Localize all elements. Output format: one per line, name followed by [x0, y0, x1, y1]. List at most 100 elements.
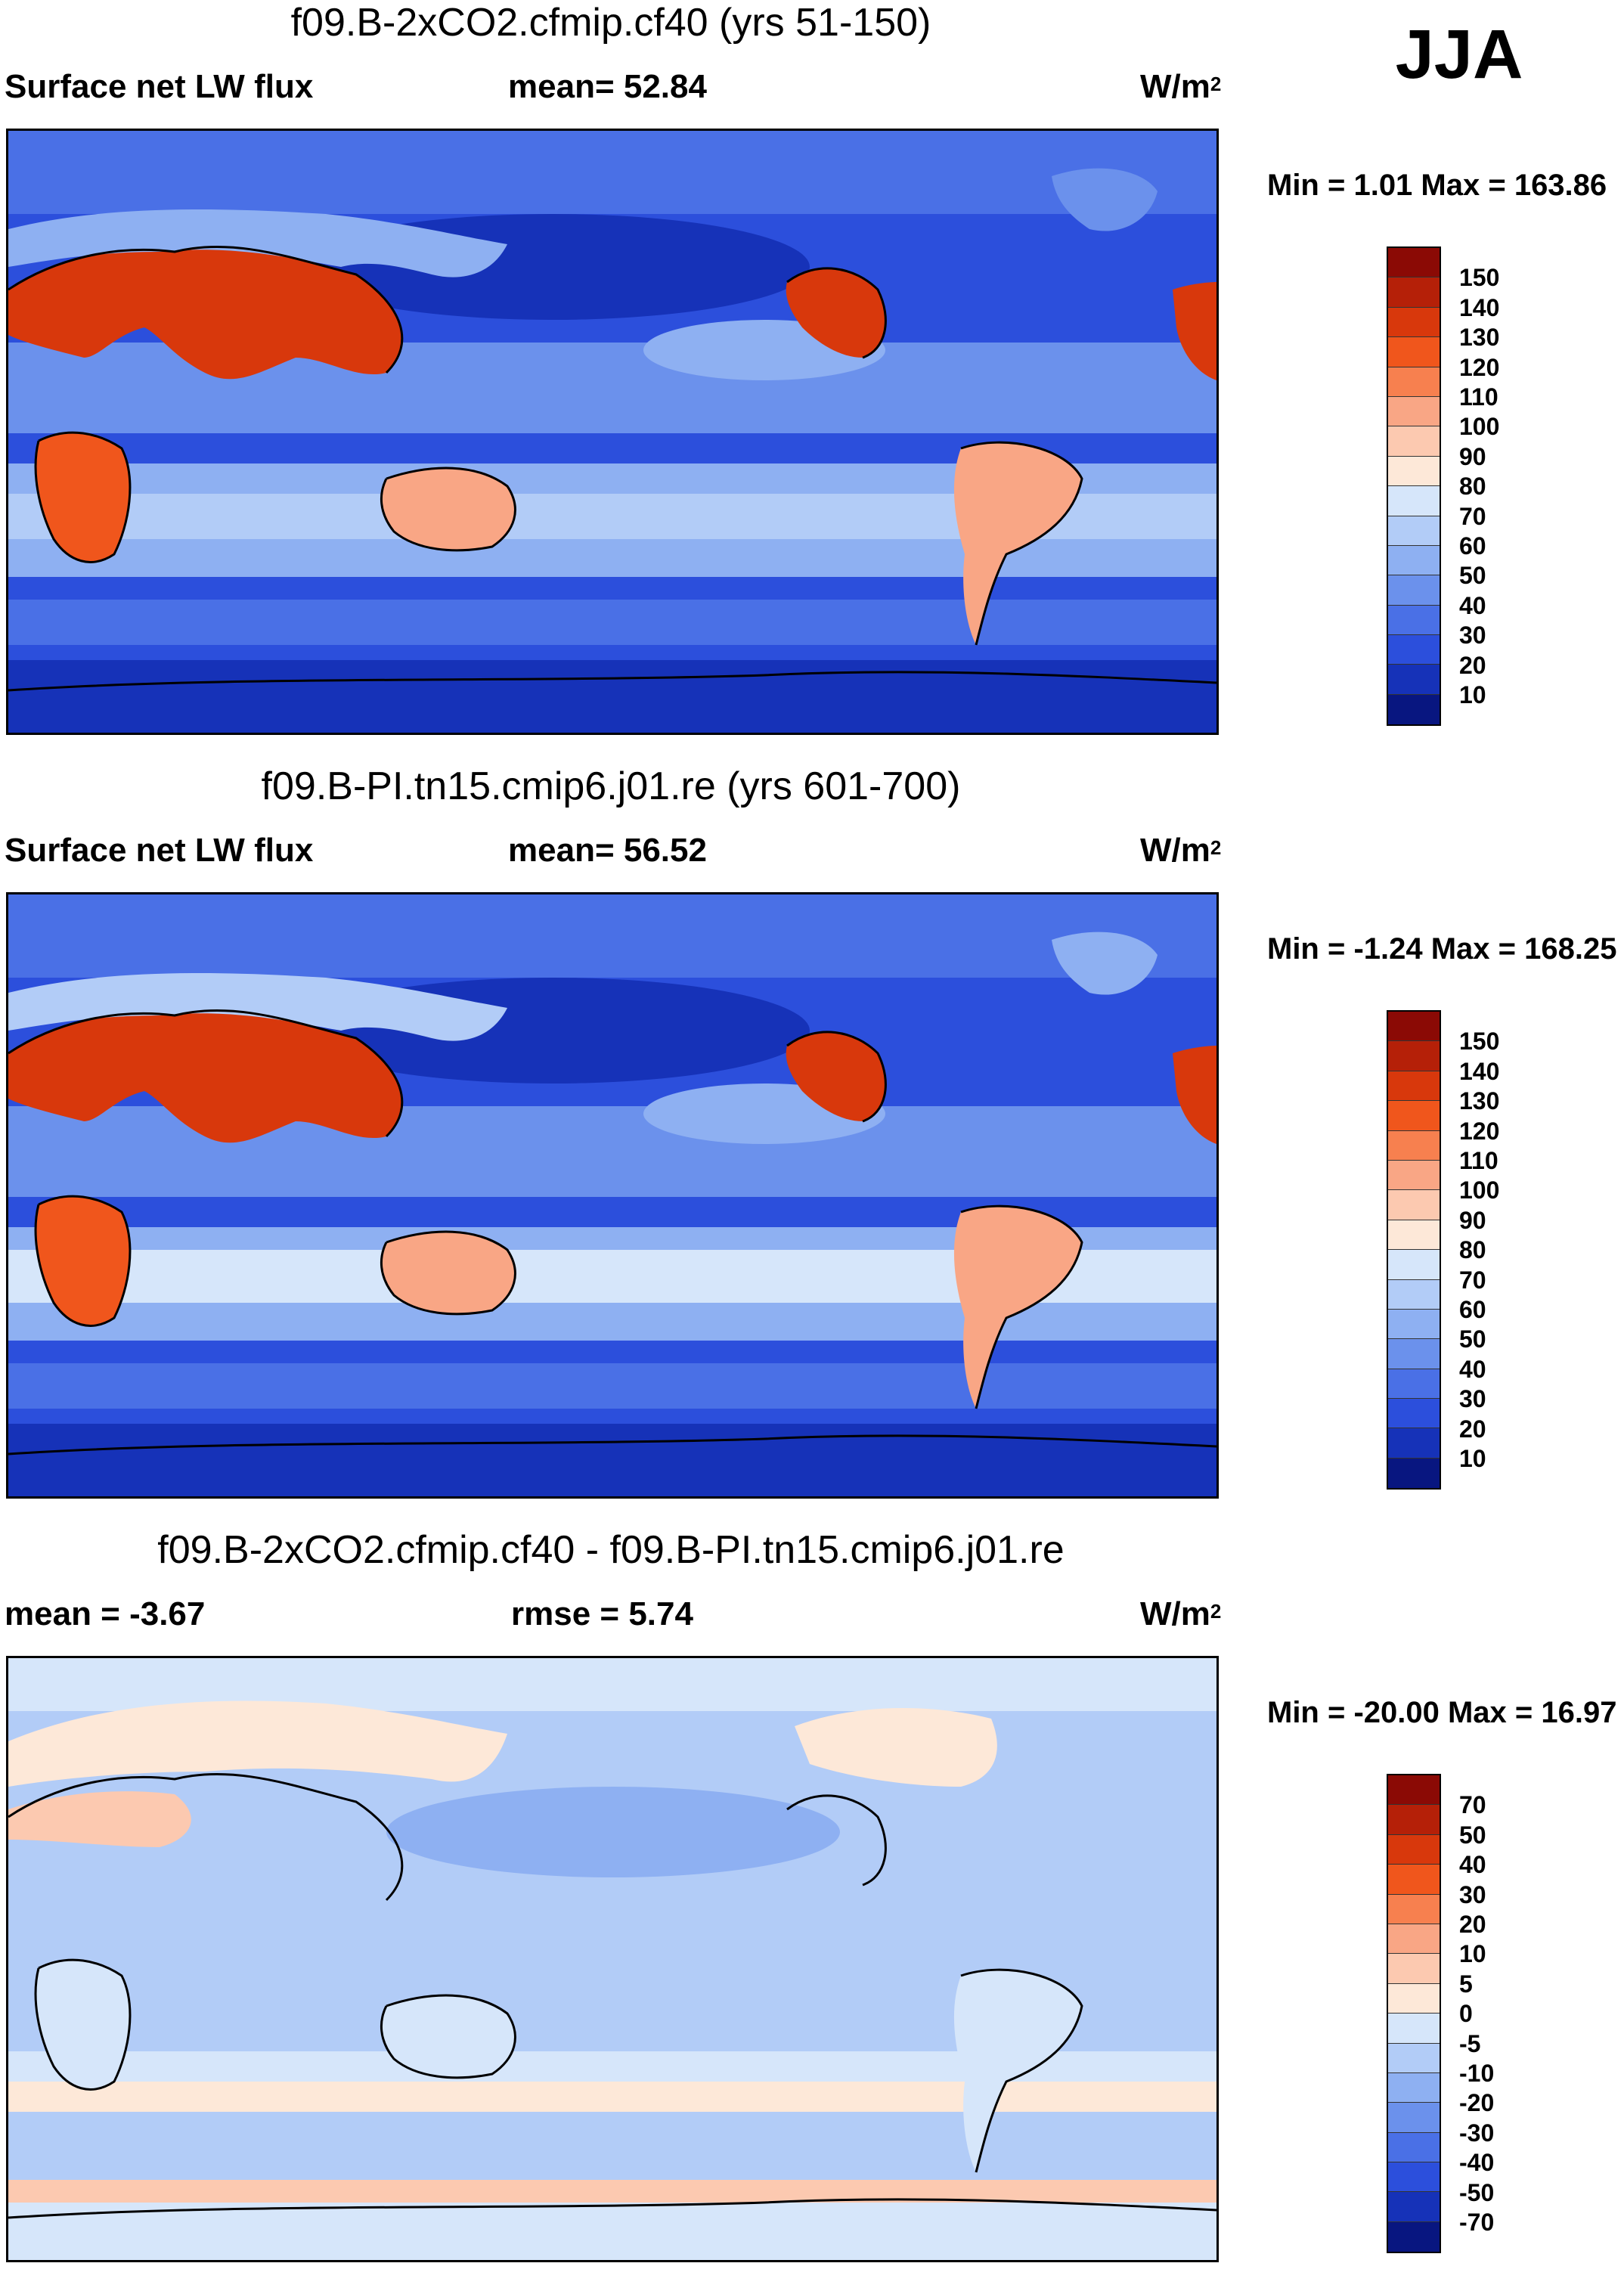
- min-max-label: Min = 1.01 Max = 163.86: [1267, 169, 1607, 202]
- south-america: [953, 1206, 1082, 1409]
- colorbar-swatch: [1388, 1775, 1440, 1806]
- colorbar-swatch: [1388, 1894, 1440, 1924]
- south-america: [953, 442, 1082, 645]
- southern-africa: [36, 432, 130, 563]
- colorbar-swatch: [1388, 635, 1440, 665]
- colorbar-tick-label: -20: [1459, 2089, 1495, 2117]
- colorbar-tick-label: 110: [1459, 383, 1498, 411]
- colorbar-swatch: [1388, 1339, 1440, 1369]
- colorbar-swatch: [1388, 1190, 1440, 1220]
- colorbar-swatch: [1388, 2221, 1440, 2252]
- colorbar-tick-label: 0: [1459, 2000, 1473, 2028]
- colorbar-tick-label: 70: [1459, 502, 1486, 530]
- colorbar-swatch: [1388, 605, 1440, 636]
- coastlines: [8, 1772, 1216, 2219]
- eurasia-hot: [8, 1010, 402, 1143]
- greenland: [1052, 932, 1158, 995]
- colorbar-swatches: [1387, 1010, 1441, 1490]
- panel-title: f09.B-PI.tn15.cmip6.j01.re (yrs 601-700): [261, 764, 961, 808]
- colorbar-tick-label: 130: [1459, 324, 1500, 352]
- antarctic-band: [8, 660, 1216, 733]
- colorbar-tick-label: 10: [1459, 1445, 1486, 1472]
- colorbar-swatch: [1388, 1834, 1440, 1865]
- colorbar-swatch: [1388, 1309, 1440, 1340]
- colorbar-swatch: [1388, 1071, 1440, 1102]
- unit-label: W/m2: [1140, 67, 1221, 107]
- unit-text: W/m: [1140, 68, 1210, 105]
- colorbar-tick-label: 20: [1459, 651, 1486, 679]
- min-max-label: Min = -20.00 Max = 16.97: [1267, 1696, 1617, 1729]
- australia: [381, 468, 516, 550]
- unit-label: W/m2: [1140, 830, 1221, 871]
- colorbar-tick-label: 40: [1459, 1355, 1486, 1383]
- colorbar-tick-label: 80: [1459, 473, 1486, 501]
- north-america-southwest: [786, 1031, 886, 1121]
- colorbar-swatch: [1388, 1250, 1440, 1280]
- panel-control: f09.B-PI.tn15.cmip6.j01.re (yrs 601-700)…: [0, 764, 1624, 1527]
- min-max-label: Min = -1.24 Max = 168.25: [1267, 932, 1617, 966]
- southern-ocean-band: [8, 600, 1216, 645]
- colorbar-swatch: [1388, 2014, 1440, 2044]
- colorbar-swatch: [1388, 1101, 1440, 1131]
- colorbar-swatch: [1388, 1041, 1440, 1071]
- colorbar-tick-label: 70: [1459, 1791, 1486, 1819]
- southern-africa: [36, 1196, 130, 1326]
- panel-difference: f09.B-2xCO2.cfmip.cf40 - f09.B-PI.tn15.c…: [0, 1527, 1624, 2291]
- colorbar-tick-label: 10: [1459, 681, 1486, 708]
- season-label: JJA: [1395, 16, 1523, 93]
- colorbar-swatch: [1388, 516, 1440, 546]
- south-america: [953, 1970, 1082, 2172]
- colorbar-tick-label: 90: [1459, 1206, 1486, 1234]
- colorbar-tick-label: 50: [1459, 562, 1486, 590]
- colorbar-tick-label: 80: [1459, 1236, 1486, 1264]
- mean-label: mean= 56.52: [508, 832, 707, 869]
- colorbar-tick-label: 120: [1459, 353, 1500, 381]
- coastlines: [8, 1009, 1216, 1456]
- panel-title: f09.B-2xCO2.cfmip.cf40 (yrs 51-150): [290, 1, 931, 45]
- colorbar-swatch: [1388, 1160, 1440, 1191]
- unit-label: W/m2: [1140, 1594, 1221, 1635]
- canada-warming: [795, 1708, 997, 1787]
- colorbar-swatch: [1388, 1983, 1440, 2014]
- unit-superscript: 2: [1210, 1600, 1222, 1623]
- arctic-band: [8, 131, 1216, 214]
- colorbar-swatch: [1388, 1220, 1440, 1251]
- unit-superscript: 2: [1210, 73, 1222, 95]
- antarctic-rim-band: [8, 2180, 1216, 2203]
- colorbar-tick-label: 150: [1459, 264, 1500, 292]
- colorbar-tick-label: 100: [1459, 413, 1500, 441]
- colorbar-swatch: [1388, 2072, 1440, 2103]
- colorbar-swatch: [1388, 1279, 1440, 1310]
- colorbar-swatch: [1388, 1954, 1440, 1984]
- panel-title: f09.B-2xCO2.cfmip.cf40 - f09.B-PI.tn15.c…: [157, 1528, 1065, 1572]
- north-pacific-anomaly: [386, 1787, 840, 1877]
- variable-label: Surface net LW flux: [5, 68, 314, 105]
- colorbar-tick-label: 50: [1459, 1325, 1486, 1353]
- colorbar-tick-label: 30: [1459, 622, 1486, 649]
- flux-map: [6, 892, 1219, 1499]
- colorbar-swatches: [1387, 246, 1441, 727]
- difference-map: [6, 1656, 1219, 2262]
- map-canvas: [8, 131, 1216, 733]
- colorbar-swatch: [1388, 248, 1440, 278]
- colorbar-tick-label: 30: [1459, 1880, 1486, 1908]
- colorbar-tick-label: -70: [1459, 2209, 1495, 2236]
- siberia-warming: [8, 1700, 507, 1787]
- colorbar-swatch: [1388, 1458, 1440, 1489]
- colorbar-swatch: [1388, 1805, 1440, 1835]
- colorbar-tick-label: 90: [1459, 442, 1486, 470]
- unit-text: W/m: [1140, 1595, 1210, 1632]
- colorbar-swatch: [1388, 367, 1440, 397]
- colorbar-swatch: [1388, 1369, 1440, 1400]
- southern-ocean-band: [8, 1363, 1216, 1409]
- colorbar-tick-label: -40: [1459, 2149, 1495, 2177]
- coastlines: [8, 245, 1216, 692]
- colorbar-swatches: [1387, 1774, 1441, 2254]
- colorbar-swatch: [1388, 1865, 1440, 1895]
- colorbar-tick-label: 140: [1459, 293, 1500, 321]
- colorbar-tick-label: 140: [1459, 1057, 1500, 1085]
- colorbar-swatch: [1388, 456, 1440, 487]
- colorbar-tick-label: 110: [1459, 1147, 1498, 1174]
- colorbar-tick-label: 30: [1459, 1385, 1486, 1413]
- colorbar-swatch: [1388, 1130, 1440, 1161]
